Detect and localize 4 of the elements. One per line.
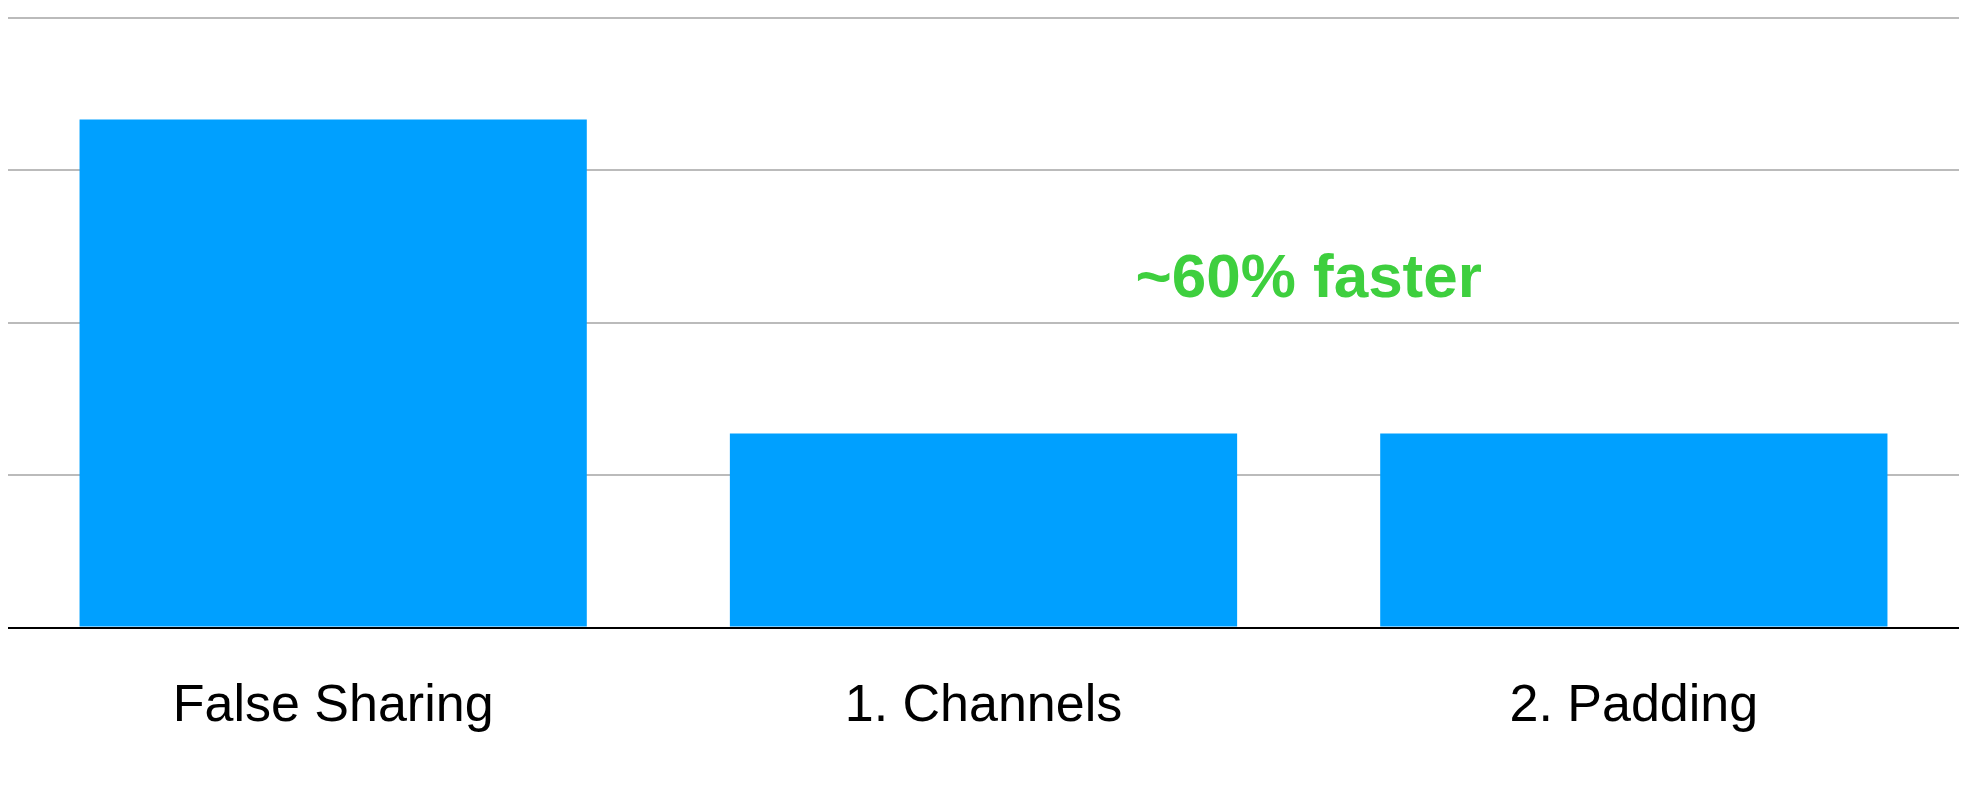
x-tick-label: False Sharing	[172, 674, 494, 733]
x-tick-label: 2. Padding	[1509, 674, 1759, 733]
x-tick-label: 1. Channels	[844, 674, 1123, 733]
annotation: ~60% faster	[1135, 241, 1482, 311]
